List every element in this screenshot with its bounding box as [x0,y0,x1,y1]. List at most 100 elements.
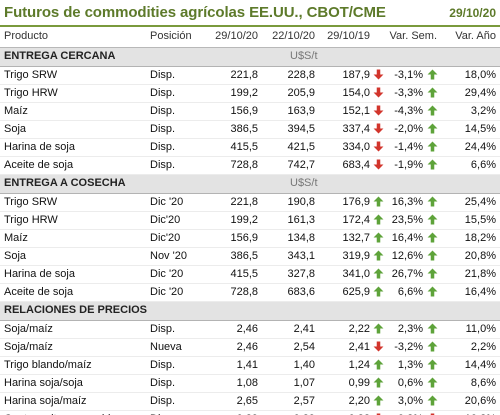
var-year: 2,2% [439,338,500,357]
value-current: 0,29 [206,410,260,415]
arrow-up-icon [373,268,383,279]
arrow-up-icon [427,196,437,207]
table-row: Cont. aceite en crushingDisp.0,290,290,3… [0,410,500,415]
value-week-ago: 228,8 [260,66,317,85]
arrow-up-icon [373,250,383,261]
year-trend-cell [425,84,439,103]
table-row: Harina soja/soja Disp. 1,08 1,07 0,99 0,6% 8,6… [0,374,500,393]
product-name: Trigo HRW [0,84,148,103]
week-trend-cell [372,410,384,415]
column-header-var-week: Var. Sem. [384,27,439,48]
week-trend-cell [372,211,384,230]
year-trend-cell [425,193,439,212]
year-trend-cell [425,356,439,375]
product-name: Soja [0,120,148,139]
year-trend-cell [425,392,439,411]
value-week-ago: 343,1 [260,247,317,266]
value-week-ago: 394,5 [260,120,317,139]
var-year: 25,4% [439,193,500,212]
position: Disp. [148,120,206,139]
value-current: 386,5 [206,120,260,139]
var-year: 29,4% [439,84,500,103]
week-trend-cell [372,356,384,375]
week-trend-cell [372,84,384,103]
year-trend-cell [425,211,439,230]
value-year-ago: 154,0 [317,84,372,103]
arrow-up-icon [427,141,437,152]
week-trend-cell [372,102,384,121]
var-week: 6,6% [384,283,425,302]
var-week: -3,2% [384,338,425,357]
table-row: Aceite de soja Dic '20 728,8 683,6 625,9 6,6%… [0,283,500,302]
position: Dic '20 [148,265,206,284]
value-current: 156,9 [206,229,260,248]
product-name: Soja/maíz [0,320,148,339]
arrow-up-icon [427,341,437,352]
week-trend-cell [372,120,384,139]
arrow-down-icon [373,141,383,152]
commodities-table: Producto Posición 29/10/20 22/10/20 29/1… [0,27,500,415]
table-row: Trigo HRW Dic'20 199,2 161,3 172,4 23,5% 15,5% [0,211,500,230]
position: Disp. [148,392,206,411]
week-trend-cell [372,138,384,157]
var-year: 6,6% [439,156,500,175]
value-week-ago: 2,54 [260,338,317,357]
var-year: 20,6% [439,392,500,411]
table-row: Harina de soja Disp. 415,5 421,5 334,0 -1,4% 2… [0,138,500,157]
var-week: 16,4% [384,229,425,248]
table-row: Trigo SRW Dic '20 221,8 190,8 176,9 16,3% 25,4… [0,193,500,212]
var-year: 14,5% [439,120,500,139]
value-year-ago: 187,9 [317,66,372,85]
arrow-down-icon [373,105,383,116]
arrow-up-icon [373,196,383,207]
value-year-ago: 337,4 [317,120,372,139]
var-year: -10,2% [439,410,500,415]
var-week: -1,4% [384,138,425,157]
year-trend-cell [425,283,439,302]
value-year-ago: 2,22 [317,320,372,339]
value-week-ago: 683,6 [260,283,317,302]
arrow-down-icon [373,123,383,134]
var-week: -3,3% [384,84,425,103]
arrow-up-icon [373,395,383,406]
year-trend-cell [425,120,439,139]
arrow-up-icon [427,395,437,406]
arrow-up-icon [427,214,437,225]
product-name: Cont. aceite en crushing [0,410,148,415]
var-week: 26,7% [384,265,425,284]
position: Disp. [148,102,206,121]
var-week: 0,6% [384,374,425,393]
product-name: Trigo HRW [0,211,148,230]
table-row: Maíz Disp. 156,9 163,9 152,1 -4,3% 3,2% [0,102,500,121]
column-header-position: Posición [148,27,206,48]
year-trend-cell [425,229,439,248]
position: Disp. [148,320,206,339]
column-header-date-week: 22/10/20 [260,27,317,48]
position: Disp. [148,410,206,415]
value-year-ago: 132,7 [317,229,372,248]
var-week: 23,5% [384,211,425,230]
table-row: Soja/maíz Disp. 2,46 2,41 2,22 2,3% 11,0% [0,320,500,339]
product-name: Aceite de soja [0,283,148,302]
var-week: -1,9% [384,156,425,175]
table-row: Soja/maíz Nueva 2,46 2,54 2,41 -3,2% 2,2% [0,338,500,357]
product-name: Soja/maíz [0,338,148,357]
var-year: 11,0% [439,320,500,339]
value-week-ago: 134,8 [260,229,317,248]
arrow-up-icon [373,214,383,225]
year-trend-cell [425,265,439,284]
arrow-up-icon [427,377,437,388]
var-week: 3,0% [384,392,425,411]
arrow-up-icon [427,232,437,243]
column-header-date-current: 29/10/20 [206,27,260,48]
var-year: 16,4% [439,283,500,302]
var-year: 14,4% [439,356,500,375]
arrow-up-icon [373,323,383,334]
value-week-ago: 163,9 [260,102,317,121]
value-week-ago: 190,8 [260,193,317,212]
arrow-up-icon [427,268,437,279]
report-title: Futuros de commodities agrícolas EE.UU.,… [4,4,386,21]
value-year-ago: 2,41 [317,338,372,357]
table-row: Harina soja/maíz Disp. 2,65 2,57 2,20 3,0% 20,… [0,392,500,411]
arrow-up-icon [427,123,437,134]
